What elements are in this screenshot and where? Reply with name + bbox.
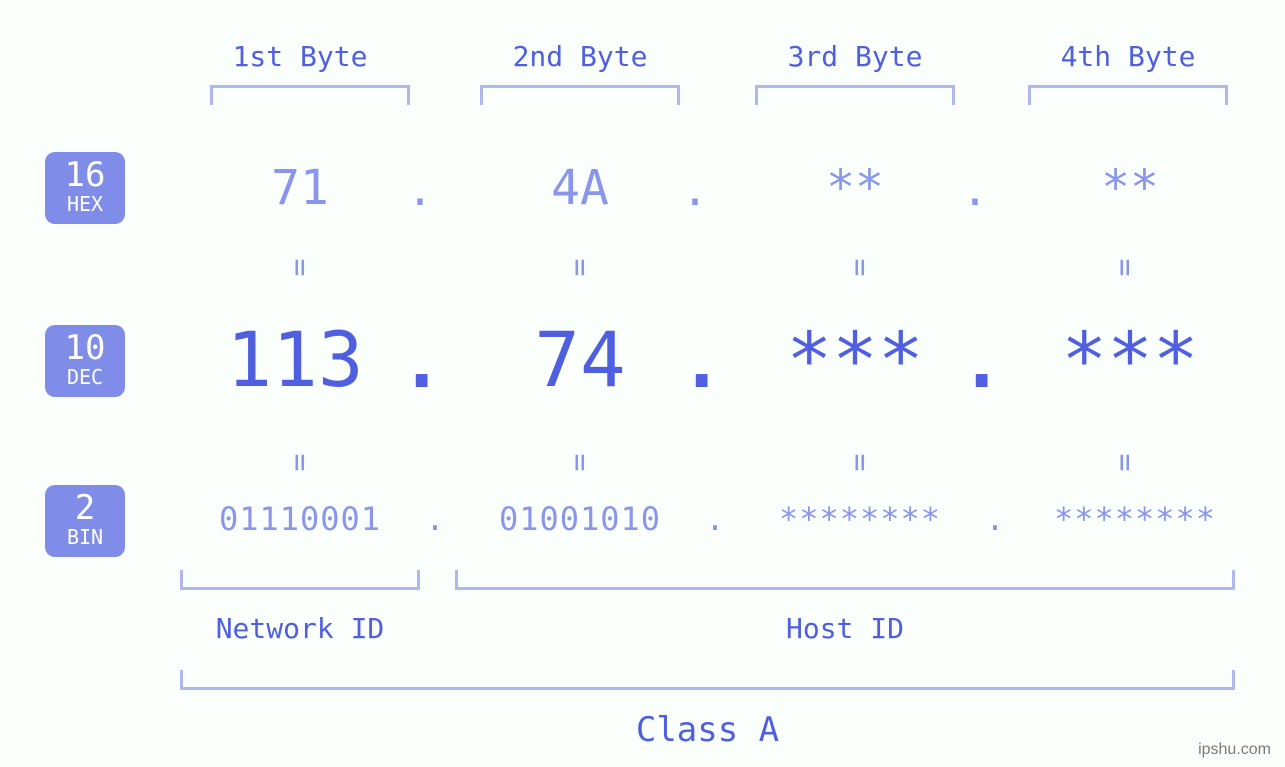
eq-2-3: = [843,443,878,483]
hex-byte-3: ** [735,160,975,216]
hex-dot-1: . [405,165,435,216]
badge-bin: 2 BIN [45,485,125,557]
dec-dot-2: . [680,320,720,404]
badge-hex: 16 HEX [45,152,125,224]
bracket-top-3 [755,85,955,105]
badge-hex-num: 16 [45,158,125,192]
bin-dot-1: . [420,500,450,538]
bin-dot-3: . [980,500,1010,538]
byte-label-2: 2nd Byte [480,40,680,73]
badge-bin-num: 2 [45,491,125,525]
dec-byte-2: 74 [455,315,705,404]
bracket-network [180,570,420,590]
bin-byte-1: 01110001 [175,500,425,538]
dec-byte-1: 113 [170,315,420,404]
dec-dot-3: . [960,320,1000,404]
hex-byte-2: 4A [460,160,700,216]
bracket-class [180,670,1235,690]
ip-diagram: 1st Byte 2nd Byte 3rd Byte 4th Byte 16 H… [0,0,1285,767]
eq-2-1: = [283,443,318,483]
hex-byte-1: 71 [180,160,420,216]
badge-hex-label: HEX [45,194,125,214]
bin-dot-2: . [700,500,730,538]
badge-bin-label: BIN [45,527,125,547]
label-host-id: Host ID [455,612,1235,645]
badge-dec: 10 DEC [45,325,125,397]
bin-byte-3: ******** [735,500,985,538]
eq-2-4: = [1108,443,1143,483]
bracket-top-1 [210,85,410,105]
label-class: Class A [180,710,1235,750]
badge-dec-label: DEC [45,367,125,387]
label-network-id: Network ID [180,612,420,645]
byte-label-1: 1st Byte [200,40,400,73]
watermark: ipshu.com [1198,741,1271,759]
eq-2-2: = [563,443,598,483]
bracket-top-2 [480,85,680,105]
eq-1-2: = [563,248,598,288]
byte-label-4: 4th Byte [1028,40,1228,73]
bin-byte-2: 01001010 [455,500,705,538]
hex-byte-4: ** [1010,160,1250,216]
bin-byte-4: ******** [1010,500,1260,538]
hex-dot-2: . [680,165,710,216]
dec-byte-4: *** [1000,315,1260,404]
eq-1-3: = [843,248,878,288]
dec-byte-3: *** [730,315,980,404]
hex-dot-3: . [960,165,990,216]
eq-1-4: = [1108,248,1143,288]
bracket-top-4 [1028,85,1228,105]
badge-dec-num: 10 [45,331,125,365]
bracket-host [455,570,1235,590]
dec-dot-1: . [400,320,440,404]
byte-label-3: 3rd Byte [755,40,955,73]
eq-1-1: = [283,248,318,288]
